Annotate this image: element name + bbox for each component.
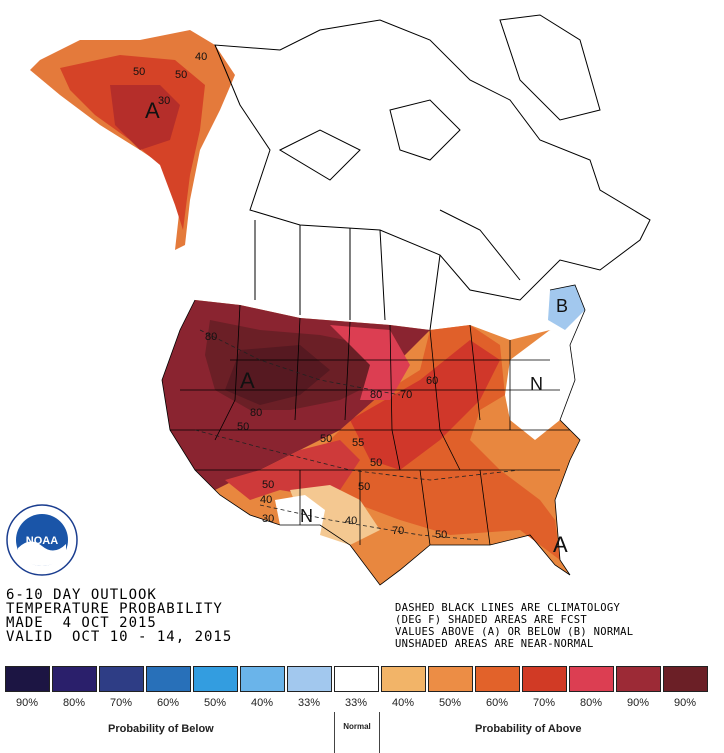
contour-label: 50 <box>370 457 382 469</box>
above-legend-title: Probability of Above <box>475 723 582 735</box>
legend-swatch-label: 90% <box>673 697 697 709</box>
legend-swatch-label: 60% <box>156 697 180 709</box>
legend-swatch-label: 90% <box>15 697 39 709</box>
legend-swatch-label: 33% <box>344 697 368 709</box>
outlook-title: 6-10 DAY OUTLOOK <box>6 587 157 603</box>
legend-swatch <box>475 666 520 692</box>
contour-label: 50 <box>320 433 332 445</box>
contour-label: 50 <box>237 421 249 433</box>
legend-swatch <box>5 666 50 692</box>
climatology-contours <box>194 329 521 541</box>
legend-swatch <box>334 666 379 692</box>
legend-swatches <box>5 666 708 692</box>
legend-swatch-label: 40% <box>391 697 415 709</box>
legend-swatch-label: 50% <box>203 697 227 709</box>
legend-swatch <box>240 666 285 692</box>
valid-period: VALID OCT 10 - 14, 2015 <box>6 629 233 645</box>
legend-swatch <box>193 666 238 692</box>
contour-label: 30 <box>262 513 274 525</box>
northeast-normal-label: N <box>530 374 543 394</box>
note-line: VALUES ABOVE (A) OR BELOW (B) NORMAL <box>395 626 634 638</box>
contour-label: 60 <box>426 375 438 387</box>
note-line: DASHED BLACK LINES ARE CLIMATOLOGY <box>395 602 621 614</box>
contour-label: 70 <box>392 525 404 537</box>
legend-swatch-label: 60% <box>485 697 509 709</box>
note-line: UNSHADED AREAS ARE NEAR-NORMAL <box>395 638 594 650</box>
map-labels: A A A B N N 50 50 40 30 80 80 50 80 70 6… <box>133 51 568 557</box>
usa-region <box>162 285 585 585</box>
legend-swatch <box>287 666 332 692</box>
legend-swatch-label: 50% <box>438 697 462 709</box>
legend-swatch-label: 90% <box>626 697 650 709</box>
legend-swatch-label: 70% <box>532 697 556 709</box>
contour-label: 30 <box>158 95 170 107</box>
contour-label: 50 <box>175 69 187 81</box>
legend-swatch <box>99 666 144 692</box>
probability-legend: 90% 80% 70% 60% 50% 40% 33% 33% 40% 50% 60% 70% 80% 9… <box>0 660 724 753</box>
contour-label: 40 <box>260 494 272 506</box>
legend-swatch-label: 80% <box>579 697 603 709</box>
contour-label: 80 <box>250 407 262 419</box>
west-above-label: A <box>240 368 255 393</box>
contour-label: 40 <box>195 51 207 63</box>
legend-swatch <box>428 666 473 692</box>
legend-swatch <box>52 666 97 692</box>
legend-swatch-label: 80% <box>62 697 86 709</box>
outlook-subtitle: TEMPERATURE PROBABILITY <box>6 601 223 617</box>
noaa-logo: NOAA <box>6 504 78 576</box>
contour-label: 50 <box>133 66 145 78</box>
canada-outline <box>214 14 651 331</box>
legend-swatch-label: 40% <box>250 697 274 709</box>
state-lines <box>161 284 586 586</box>
legend-swatch <box>381 666 426 692</box>
alaska-region <box>30 30 235 250</box>
contour-label: 55 <box>352 437 364 449</box>
contour-label: 50 <box>262 479 274 491</box>
svg-text:NOAA: NOAA <box>26 535 58 547</box>
contour-label: 80 <box>205 331 217 343</box>
legend-swatch <box>146 666 191 692</box>
contour-label: 40 <box>345 515 357 527</box>
map-notes: DASHED BLACK LINES ARE CLIMATOLOGY (DEG … <box>395 602 633 650</box>
outlook-title-block: 6-10 DAY OUTLOOK TEMPERATURE PROBABILITY… <box>6 588 232 644</box>
contour-label: 50 <box>435 529 447 541</box>
alaska-above-label: A <box>145 98 160 123</box>
normal-legend-title: Normal <box>334 712 380 753</box>
contour-label: 70 <box>400 389 412 401</box>
note-line: (DEG F) SHADED AREAS ARE FCST <box>395 614 588 626</box>
below-legend-title: Probability of Below <box>108 723 214 735</box>
legend-swatch <box>663 666 708 692</box>
legend-swatch-label: 33% <box>297 697 321 709</box>
contour-label: 80 <box>370 389 382 401</box>
temperature-outlook-map: A A A B N N 50 50 40 30 80 80 50 80 70 6… <box>30 14 651 586</box>
southwest-normal-label: N <box>300 506 313 526</box>
northeast-below-label: B <box>556 296 568 316</box>
legend-swatch <box>569 666 614 692</box>
legend-swatch-label: 70% <box>109 697 133 709</box>
made-date: MADE 4 OCT 2015 <box>6 615 157 631</box>
contour-label: 50 <box>358 481 370 493</box>
legend-swatch <box>522 666 567 692</box>
southeast-above-label: A <box>553 532 568 557</box>
legend-swatch <box>616 666 661 692</box>
